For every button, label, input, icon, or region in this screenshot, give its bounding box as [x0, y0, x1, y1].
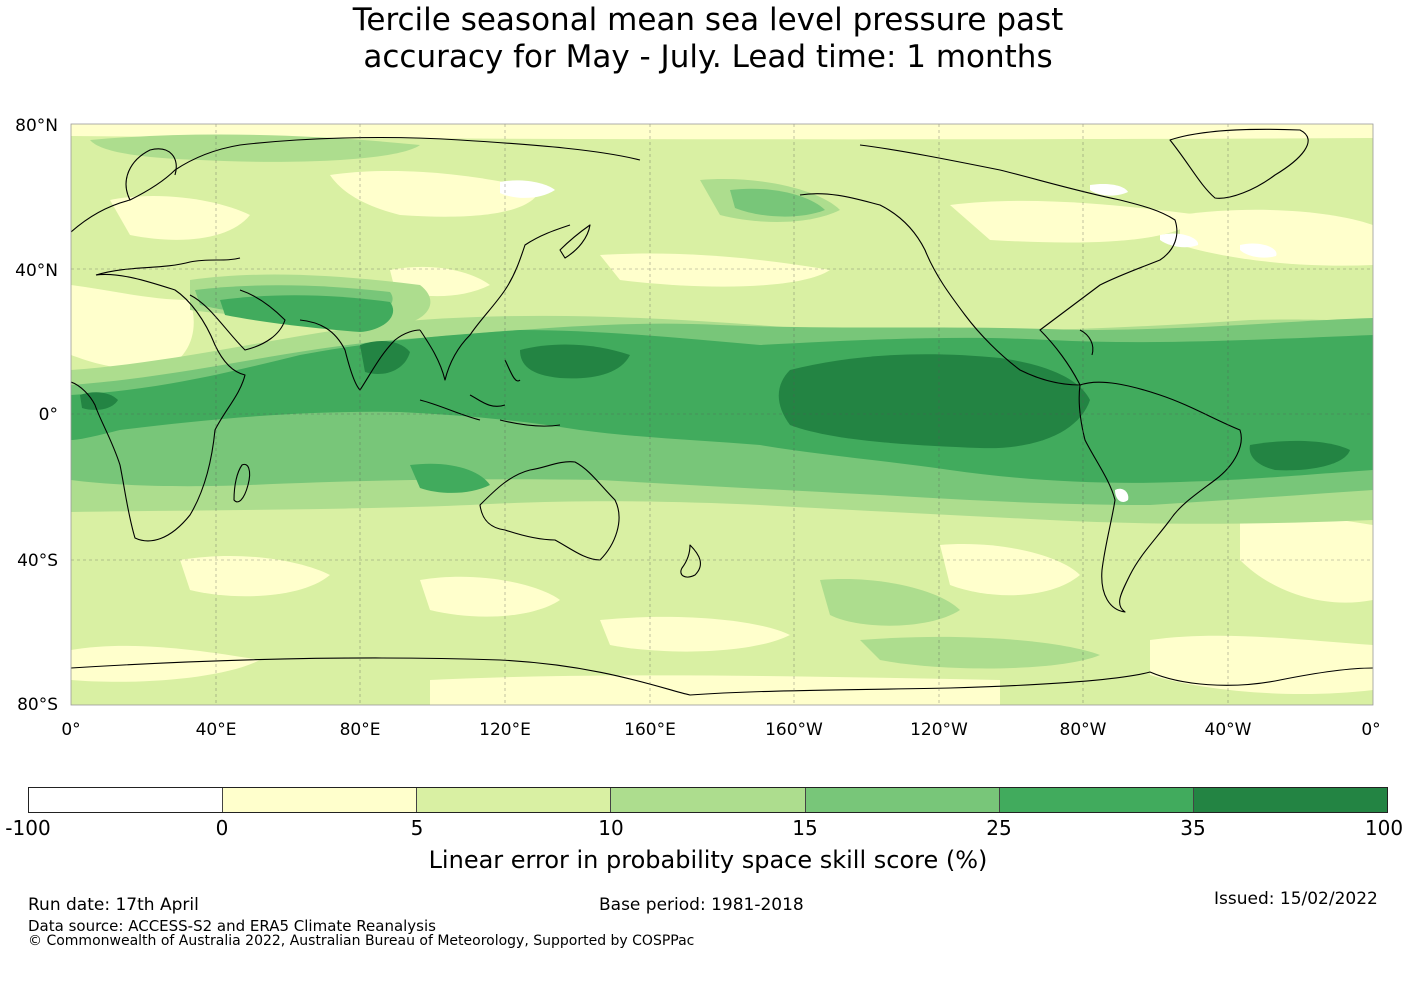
lat-label-40n: 40°N [15, 261, 58, 281]
colorbar-segment-10-15 [611, 788, 806, 812]
skill-score-map [70, 123, 1374, 706]
japan-coast [559, 224, 591, 259]
indonesia-coast [419, 359, 561, 427]
highest-skill-areas [80, 340, 1350, 471]
colorbar-tick: -100 [5, 816, 51, 840]
florida-coast [1079, 329, 1094, 356]
lat-label-equator: 0° [38, 405, 58, 425]
issued-date: Issued: 15/02/2022 [1214, 889, 1378, 909]
africa-coast [71, 273, 246, 542]
colorbar-tick: 5 [410, 816, 424, 840]
mediterranean-coast [95, 257, 241, 276]
north-america-coast [799, 144, 1178, 386]
low-skill-areas [71, 124, 1373, 705]
map-frame [70, 123, 1374, 706]
lon-label-80e: 80°E [339, 720, 381, 740]
coastlines [71, 128, 1373, 696]
scandinavia-coast [125, 148, 177, 201]
colorbar-tick: 0 [215, 816, 229, 840]
new-zealand-coast [680, 544, 701, 578]
colorbar-label: Linear error in probability space skill … [428, 846, 988, 874]
colorbar-tick: 25 [986, 816, 1012, 840]
colorbar-segment-negative [29, 788, 224, 812]
base-period: Base period: 1981-2018 [599, 895, 804, 915]
lon-label-120w: 120°W [910, 720, 968, 740]
colorbar-tick: 35 [1180, 816, 1206, 840]
negative-skill-areas [500, 180, 1277, 502]
australia-coast [479, 461, 620, 561]
south-america-coast [1078, 381, 1242, 613]
data-source: Data source: ACCESS-S2 and ERA5 Climate … [28, 917, 436, 935]
lat-label-40s: 40°S [17, 551, 58, 571]
run-date: Run date: 17th April [28, 895, 199, 915]
lon-label-120e: 120°E [479, 720, 531, 740]
graticule [71, 124, 1373, 705]
colorbar-tick: 15 [792, 816, 818, 840]
lon-label-80w: 80°W [1059, 720, 1107, 740]
lon-label-0-right: 0° [1361, 720, 1381, 740]
lon-label-160e: 160°E [624, 720, 676, 740]
colorbar-segment-25-35 [999, 788, 1194, 812]
copyright: © Commonwealth of Australia 2022, Austra… [28, 933, 695, 949]
madagascar-coast [233, 463, 251, 503]
colorbar [28, 787, 1388, 813]
colorbar-tick: 10 [598, 816, 624, 840]
lon-label-40e: 40°E [195, 720, 237, 740]
title-line-2: accuracy for May - July. Lead time: 1 mo… [363, 39, 1053, 75]
colorbar-segment-5-10 [417, 788, 612, 812]
east-asia-coast [419, 224, 571, 381]
arabia-coast [189, 289, 286, 351]
antarctica-coast [71, 657, 1373, 696]
colorbar-segment-15-25 [805, 788, 1000, 812]
lat-label-80s: 80°S [17, 695, 58, 715]
lat-label-80n: 80°N [15, 116, 58, 136]
skill-fields [71, 124, 1373, 705]
title-line-1: Tercile seasonal mean sea level pressure… [352, 2, 1064, 38]
lon-label-40w: 40°W [1204, 720, 1252, 740]
colorbar-tick: 100 [1364, 816, 1404, 840]
greenland-coast [1169, 128, 1309, 199]
colorbar-segment-0-5 [223, 788, 418, 812]
lon-label-160w: 160°W [765, 720, 823, 740]
chart-title: Tercile seasonal mean sea level pressure… [0, 0, 1416, 76]
colorbar-segment-35-100 [1193, 788, 1387, 812]
lon-label-0: 0° [61, 720, 81, 740]
